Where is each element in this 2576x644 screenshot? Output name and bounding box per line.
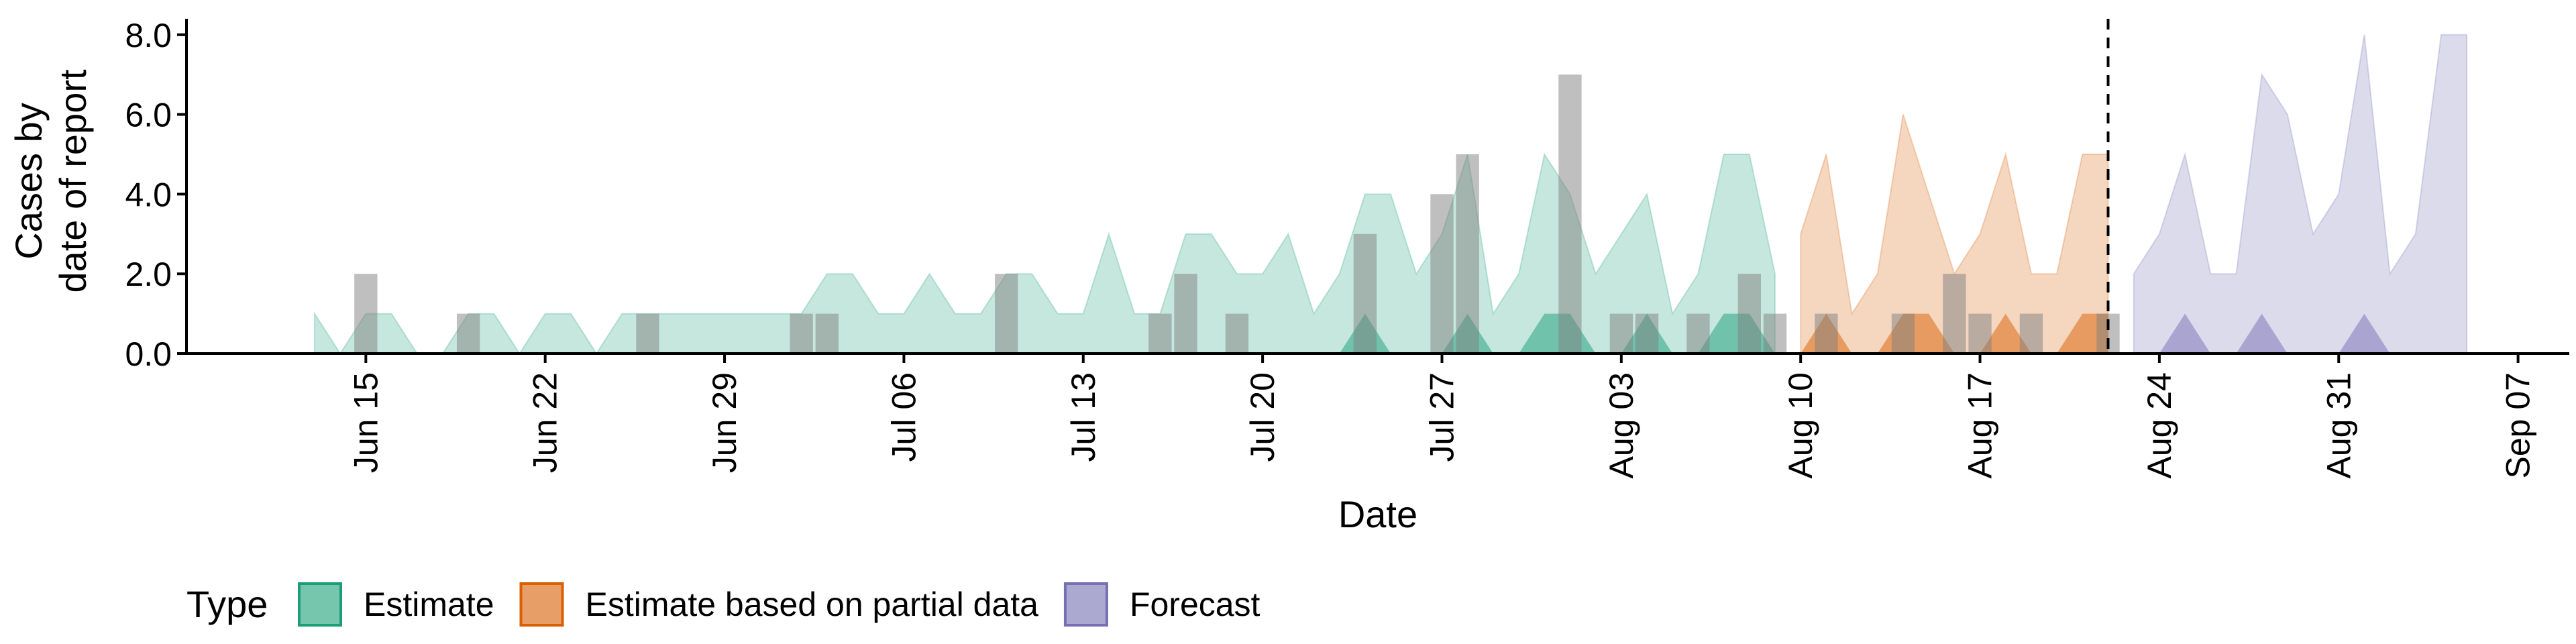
x-tick-label: Aug 31 [2320, 372, 2357, 478]
case-bar [1815, 313, 1838, 354]
y-tick-label: 6.0 [125, 97, 172, 134]
case-bar [1148, 313, 1172, 354]
x-tick-label: Jul 27 [1423, 372, 1460, 462]
case-bar [1558, 74, 1582, 354]
x-tick-label: Jun 29 [706, 372, 743, 473]
case-bar [1430, 194, 1454, 354]
case-bar [1686, 313, 1710, 354]
x-tick-label: Jun 15 [347, 372, 384, 473]
x-tick-label: Jul 13 [1065, 372, 1102, 462]
y-tick-label: 0.0 [125, 335, 172, 373]
legend-label: Estimate based on partial data [586, 586, 1039, 623]
legend-label: Forecast [1130, 586, 1260, 623]
case-bar [1174, 274, 1197, 354]
case-bar [790, 313, 813, 354]
case-bar [1943, 274, 1966, 354]
legend-item-forecast: Forecast [1063, 582, 1260, 627]
band-outer-forecast [2133, 34, 2468, 354]
case-bar [995, 274, 1018, 354]
x-tick-label: Jul 06 [885, 372, 922, 462]
x-tick-label: Aug 03 [1603, 372, 1640, 478]
legend: Type Estimate Estimate based on partial da… [186, 582, 1260, 627]
case-bar [456, 313, 480, 354]
legend-title: Type [186, 583, 268, 625]
y-axis-title-line-2: date of report [52, 69, 94, 293]
case-bar [1225, 313, 1249, 354]
case-bar [1891, 313, 1915, 354]
legend-label: Estimate [364, 586, 494, 623]
x-tick-label: Aug 17 [1962, 372, 1999, 478]
y-tick-label: 2.0 [125, 256, 172, 293]
case-bar [1353, 233, 1377, 354]
case-bar [2019, 313, 2043, 354]
legend-item-estimate: Estimate [298, 582, 494, 627]
legend-swatch [298, 582, 342, 627]
case-bar [354, 274, 378, 354]
legend-item-estimate-based-on-partial-data: Estimate based on partial data [519, 582, 1039, 627]
series-forecast [2133, 34, 2468, 354]
legend-swatch [1063, 582, 1108, 627]
y-tick-label: 4.0 [125, 176, 172, 213]
y-axis-title-line-1: Cases by [7, 103, 50, 259]
x-tick-label: Jun 22 [527, 372, 564, 473]
case-bar [815, 313, 839, 354]
band-inner-forecast [2133, 313, 2467, 354]
y-tick-label: 8.0 [125, 17, 172, 54]
x-tick-label: Sep 07 [2500, 372, 2537, 478]
y-axis-title: Cases by date of report [7, 69, 94, 293]
axes: 0.0 2.0 4.0 6.0 8.0 Jun 15 Jun 22 Jun 29 Jul 06 J… [125, 17, 2569, 535]
legend-swatch [519, 582, 564, 627]
case-bar [1635, 313, 1659, 354]
series-estimate [313, 152, 1776, 355]
x-tick-label: Jul 20 [1244, 372, 1281, 462]
case-bar [1737, 274, 1761, 354]
x-tick-label: Aug 24 [2141, 372, 2178, 478]
case-bar [636, 313, 659, 354]
plot-area [313, 19, 2468, 355]
case-bar [1456, 154, 1479, 354]
case-bar [1968, 313, 1992, 354]
x-axis-title: Date [1338, 493, 1417, 535]
case-bar [1763, 313, 1787, 354]
case-bar [1609, 313, 1633, 354]
x-tick-label: Aug 10 [1782, 372, 1819, 478]
